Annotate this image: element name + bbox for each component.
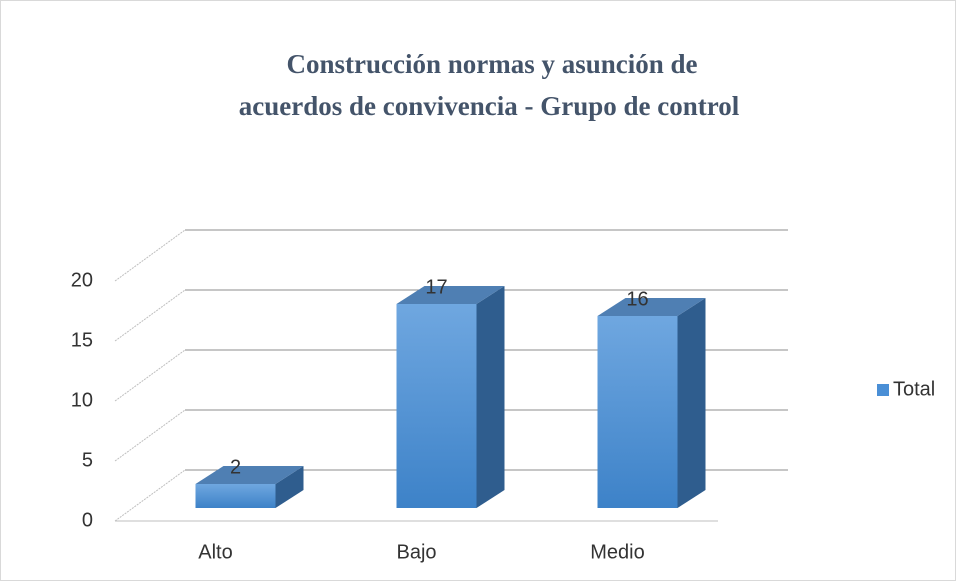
data-label: 17 xyxy=(425,276,447,298)
legend-label: Total xyxy=(893,378,935,400)
x-tick-label: Alto xyxy=(198,541,232,563)
y-tick-label: 0 xyxy=(82,509,93,531)
y-tick-label: 10 xyxy=(71,389,93,411)
grid-diagonal xyxy=(114,229,186,282)
grid-diagonal xyxy=(114,349,186,402)
bar-side xyxy=(677,298,706,508)
bar-top xyxy=(195,466,304,484)
data-label: 2 xyxy=(230,456,241,478)
bar-top xyxy=(396,286,505,304)
x-tick-label: Bajo xyxy=(396,541,436,563)
bar xyxy=(195,484,276,508)
grid-diagonal xyxy=(114,469,186,522)
bar xyxy=(396,304,477,508)
bar xyxy=(597,316,678,508)
bar-side xyxy=(476,286,505,508)
grid-diagonal xyxy=(114,409,186,462)
grid-diagonal xyxy=(114,289,186,342)
chart-title: Construcción normas y asunción de xyxy=(286,49,697,79)
y-tick-label: 20 xyxy=(71,269,93,291)
y-tick-label: 5 xyxy=(82,449,93,471)
data-label: 16 xyxy=(626,288,648,310)
legend-swatch xyxy=(877,384,889,396)
chart-title: acuerdos de convivencia - Grupo de contr… xyxy=(239,91,740,121)
y-tick-label: 15 xyxy=(71,329,93,351)
bar-top xyxy=(597,298,706,316)
x-tick-label: Medio xyxy=(590,541,644,563)
bar-side xyxy=(275,466,304,508)
